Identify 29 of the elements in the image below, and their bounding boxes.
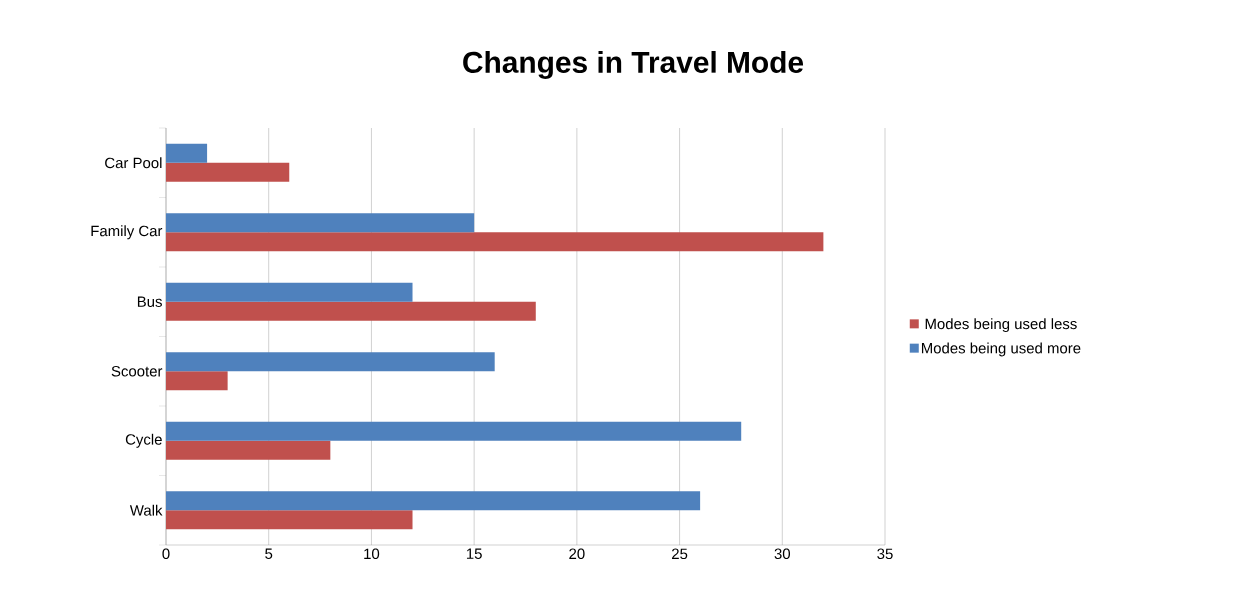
y-tick-label: Cycle bbox=[125, 433, 162, 448]
bar bbox=[166, 371, 228, 391]
legend-label: Modes being used less bbox=[925, 318, 1077, 333]
bar bbox=[166, 282, 413, 302]
y-tick-label: Family Car bbox=[91, 225, 163, 240]
x-tick-label: 15 bbox=[466, 548, 482, 559]
bar bbox=[166, 491, 701, 511]
x-tick-label: 5 bbox=[265, 548, 273, 559]
bar bbox=[166, 510, 413, 530]
x-tick-label: 35 bbox=[877, 548, 893, 560]
bar bbox=[166, 213, 475, 233]
y-tick-label: Walk bbox=[129, 504, 163, 516]
chart-title: Changes in Travel Mode bbox=[463, 51, 804, 79]
bar bbox=[166, 232, 824, 252]
bar bbox=[166, 143, 208, 163]
x-tick-label: 30 bbox=[774, 548, 791, 560]
bar bbox=[166, 301, 536, 321]
bar bbox=[166, 352, 495, 372]
bar bbox=[166, 421, 742, 441]
bar bbox=[166, 162, 290, 182]
y-tick-label: Bus bbox=[137, 296, 162, 307]
x-tick-label: 10 bbox=[364, 548, 380, 560]
bar bbox=[166, 440, 331, 460]
y-tick-label: Scooter bbox=[111, 365, 163, 377]
y-tick-label: Car Pool bbox=[105, 157, 162, 169]
x-tick-label: 25 bbox=[672, 548, 688, 560]
x-tick-label: 20 bbox=[569, 548, 585, 560]
x-tick-label: 0 bbox=[162, 548, 170, 560]
legend-label: Modes being used more bbox=[921, 342, 1081, 357]
